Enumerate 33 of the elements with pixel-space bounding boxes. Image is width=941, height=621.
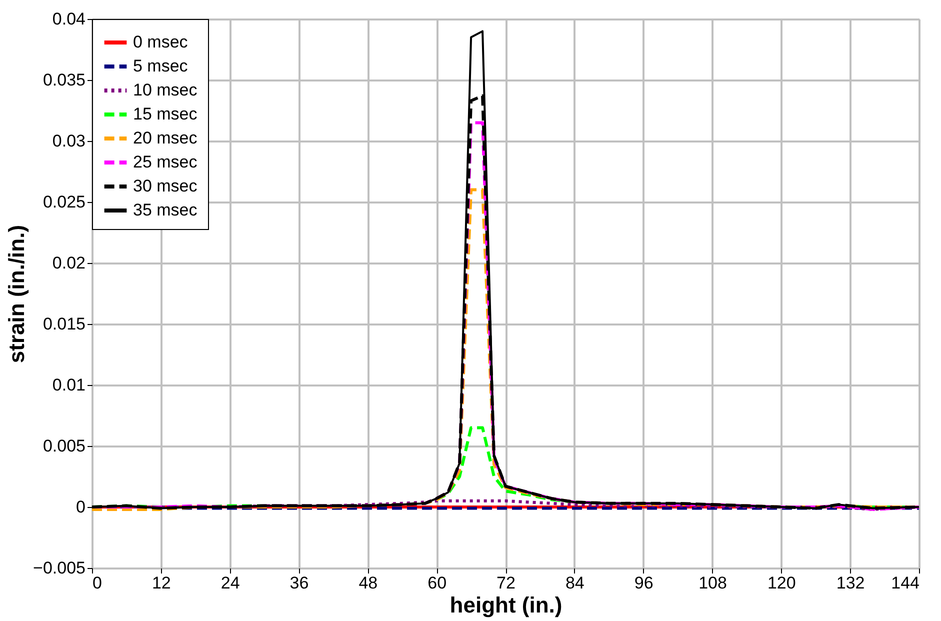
- x-tick-label: 72: [496, 574, 516, 592]
- legend-label: 25 msec: [133, 152, 198, 172]
- x-tick-label: 0: [92, 574, 102, 592]
- y-tick-label: 0.015: [42, 314, 86, 334]
- x-tick-label: 12: [152, 574, 171, 592]
- x-tick-label: 36: [290, 574, 309, 592]
- y-tick-label: −0.005: [33, 558, 86, 578]
- x-tick-label: 144: [891, 574, 920, 592]
- y-tick-label: 0.025: [42, 192, 86, 212]
- legend-label: 5 msec: [133, 56, 188, 76]
- x-tick-label: 132: [836, 574, 865, 592]
- legend-label: 15 msec: [133, 104, 198, 124]
- y-tick-label: 0: [76, 498, 86, 516]
- y-axis-title: strain (in./in.): [4, 224, 30, 364]
- legend-label: 30 msec: [133, 176, 198, 196]
- y-tick-label: 0.01: [52, 376, 86, 394]
- y-tick-label: 0.04: [52, 10, 86, 28]
- legend-label: 10 msec: [133, 80, 198, 100]
- y-tick-label: 0.005: [42, 436, 86, 456]
- x-tick-label: 24: [220, 574, 240, 592]
- x-tick-label: 96: [634, 574, 654, 592]
- x-tick-label: 120: [767, 574, 796, 592]
- x-tick-label: 84: [565, 574, 584, 592]
- y-tick-label: 0.03: [52, 132, 86, 150]
- legend-label: 35 msec: [133, 200, 198, 220]
- x-axis-title: height (in.): [450, 592, 562, 618]
- y-tick-label: 0.02: [52, 254, 86, 272]
- x-tick-label: 48: [358, 574, 378, 592]
- legend-label: 0 msec: [133, 32, 188, 52]
- legend-label: 20 msec: [133, 128, 198, 148]
- y-tick-label: 0.035: [42, 70, 86, 90]
- x-tick-label: 60: [428, 574, 447, 592]
- x-tick-label: 108: [698, 574, 727, 592]
